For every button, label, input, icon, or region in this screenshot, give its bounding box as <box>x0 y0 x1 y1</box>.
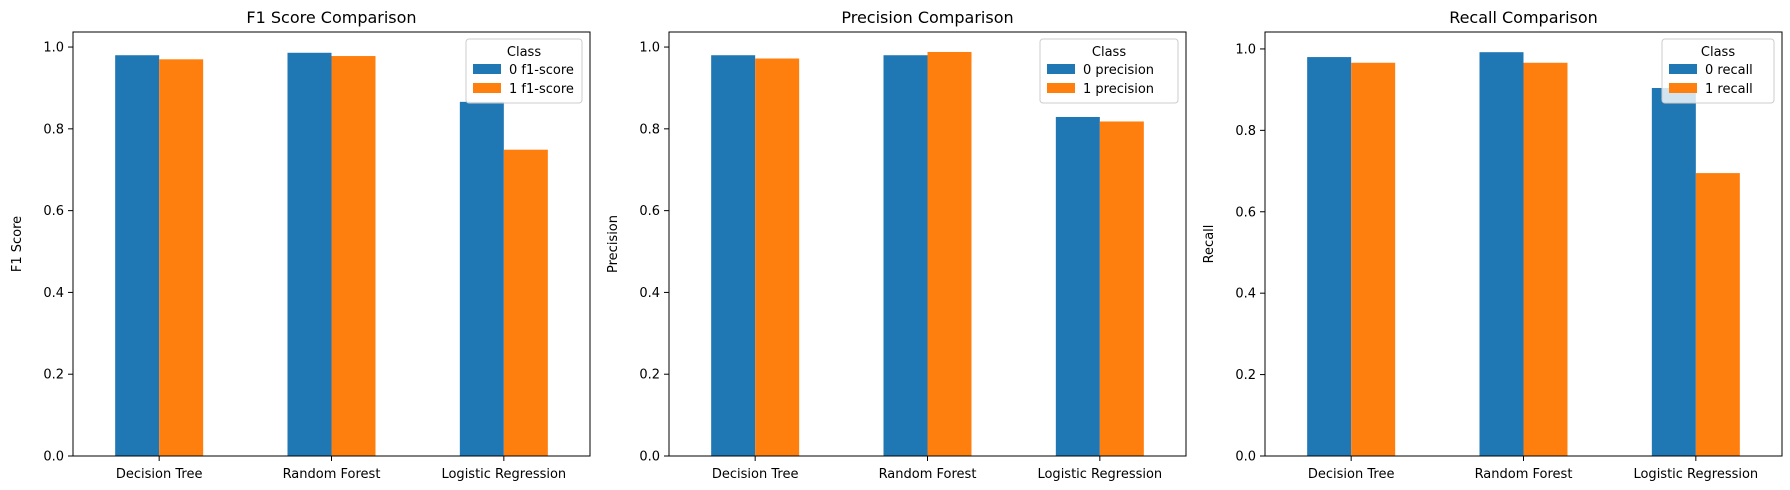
y-tick-label: 1.0 <box>1235 42 1256 57</box>
y-tick-label: 0.4 <box>1235 287 1256 302</box>
legend: Class 0 precision 1 precision <box>1039 38 1179 104</box>
chart-panel-3: Decision Tree Random Forest Logistic Regre… <box>1202 8 1783 482</box>
axes-frame <box>1264 31 1783 457</box>
chart-panel-2: Decision Tree Random Forest Logistic Regre… <box>606 8 1187 482</box>
legend-swatch <box>1047 83 1075 93</box>
axes-frame <box>72 31 591 457</box>
y-tick-label: 0.2 <box>43 368 64 383</box>
bar-decision-tree-series-1 <box>755 58 800 456</box>
x-tick-label: Decision Tree <box>116 467 203 482</box>
y-tick-label: 0.6 <box>1235 205 1256 220</box>
bar-logistic-regression-series-1 <box>1099 121 1144 456</box>
y-tick-label: 0.6 <box>43 204 64 219</box>
x-tick-label: Logistic Regression <box>441 467 566 482</box>
bar-decision-tree-series-0 <box>1307 57 1352 457</box>
chart-title: Precision Comparison <box>841 8 1013 27</box>
y-tick-label: 0.0 <box>1235 450 1256 465</box>
legend-swatch <box>1669 83 1697 93</box>
bar-random-forest-series-0 <box>883 55 928 456</box>
bar-random-forest-series-0 <box>1479 52 1524 456</box>
legend-title: Class <box>1701 45 1735 60</box>
x-tick-label: Random Forest <box>1475 467 1573 482</box>
bar-random-forest-series-1 <box>331 56 376 456</box>
y-tick-label: 0.4 <box>639 286 660 301</box>
y-tick-label: 0.8 <box>639 122 660 137</box>
legend-entry-label: 0 precision <box>1083 63 1154 78</box>
x-tick-label: Random Forest <box>879 467 977 482</box>
y-axis-label: Precision <box>606 215 621 273</box>
y-tick-label: 0.2 <box>639 368 660 383</box>
legend-entry-label: 0 f1-score <box>509 63 574 78</box>
legend-entry-label: 1 recall <box>1705 82 1753 97</box>
y-tick-label: 0.6 <box>639 204 660 219</box>
bar-logistic-regression-series-1 <box>1695 173 1740 456</box>
y-tick-label: 1.0 <box>639 41 660 56</box>
x-tick-label: Decision Tree <box>1308 467 1395 482</box>
legend-swatch <box>473 64 501 74</box>
bar-decision-tree-series-1 <box>159 59 204 456</box>
legend-title: Class <box>507 45 541 60</box>
bar-logistic-regression-series-0 <box>1651 88 1696 456</box>
chart-title: F1 Score Comparison <box>246 8 416 27</box>
x-tick-label: Random Forest <box>283 467 381 482</box>
legend: Class 0 recall 1 recall <box>1661 38 1775 104</box>
chart-panel-1: Decision Tree Random Forest Logistic Regre… <box>10 8 591 482</box>
bar-decision-tree-series-0 <box>711 55 756 456</box>
bar-random-forest-series-0 <box>287 52 332 457</box>
bar-logistic-regression-series-0 <box>1055 116 1100 457</box>
y-tick-label: 0.8 <box>43 122 64 137</box>
legend-swatch <box>1669 64 1697 74</box>
bar-random-forest-series-1 <box>1523 62 1568 456</box>
bar-decision-tree-series-1 <box>1351 62 1396 456</box>
legend: Class 0 f1-score 1 f1-score <box>465 38 583 104</box>
y-tick-label: 0.0 <box>43 450 64 465</box>
bar-random-forest-series-1 <box>927 51 972 457</box>
legend-title: Class <box>1092 45 1126 60</box>
legend-entry-label: 1 f1-score <box>509 82 574 97</box>
x-tick-label: Logistic Regression <box>1633 467 1758 482</box>
y-axis-label: F1 Score <box>10 216 25 272</box>
bar-logistic-regression-series-1 <box>503 149 548 456</box>
chart-title: Recall Comparison <box>1449 8 1598 27</box>
y-tick-label: 1.0 <box>43 41 64 56</box>
x-tick-label: Logistic Regression <box>1037 467 1162 482</box>
bar-logistic-regression-series-0 <box>459 101 504 457</box>
y-tick-label: 0.8 <box>1235 124 1256 139</box>
y-tick-label: 0.2 <box>1235 368 1256 383</box>
y-tick-label: 0.4 <box>43 286 64 301</box>
legend-swatch <box>473 83 501 93</box>
bar-decision-tree-series-0 <box>115 55 160 456</box>
legend-entry-label: 0 recall <box>1705 63 1753 78</box>
legend-swatch <box>1047 64 1075 74</box>
x-tick-label: Decision Tree <box>712 467 799 482</box>
legend-entry-label: 1 precision <box>1083 82 1154 97</box>
y-tick-label: 0.0 <box>639 450 660 465</box>
y-axis-label: Recall <box>1202 225 1217 264</box>
axes-frame <box>668 31 1187 457</box>
